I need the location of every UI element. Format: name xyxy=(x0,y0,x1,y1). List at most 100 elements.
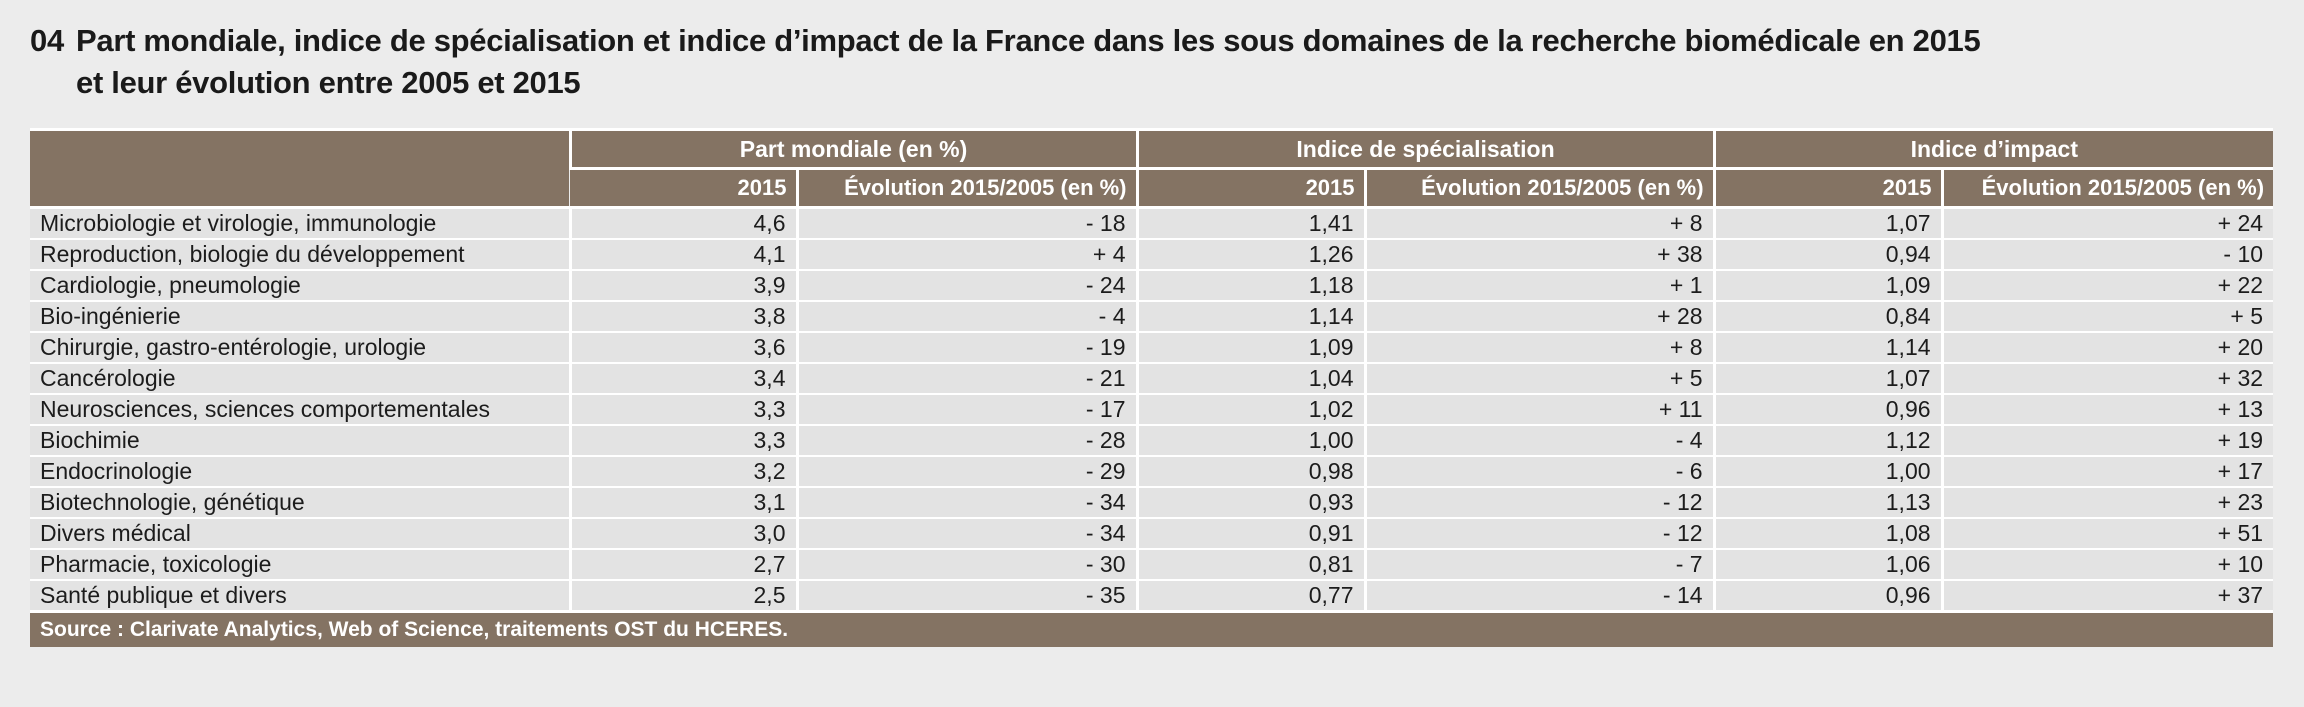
cell-is-evo: + 28 xyxy=(1363,300,1715,332)
header-ii-2015: 2015 xyxy=(1712,167,1943,208)
cell-ii-evo: + 51 xyxy=(1940,517,2274,549)
cell-pm-evo: - 28 xyxy=(795,424,1138,456)
header-pm-evolution: Évolution 2015/2005 (en %) xyxy=(795,167,1138,208)
cell-pm-evo: - 29 xyxy=(795,455,1138,487)
row-label: Chirurgie, gastro-entérologie, urologie xyxy=(30,331,570,363)
cell-pm-evo: - 34 xyxy=(795,486,1138,518)
cell-is-evo: - 12 xyxy=(1363,486,1715,518)
cell-pm-2015: 2,7 xyxy=(568,548,797,580)
cell-pm-evo: - 19 xyxy=(795,331,1138,363)
cell-pm-2015: 3,9 xyxy=(568,269,797,301)
cell-is-2015: 0,77 xyxy=(1135,579,1366,612)
cell-pm-evo: - 18 xyxy=(795,206,1138,239)
cell-ii-evo: + 5 xyxy=(1940,300,2274,332)
cell-ii-2015: 1,12 xyxy=(1712,424,1943,456)
cell-is-evo: + 1 xyxy=(1363,269,1715,301)
cell-is-2015: 1,00 xyxy=(1135,424,1366,456)
header-sub-row: 2015 Évolution 2015/2005 (en %) 2015 Évo… xyxy=(30,167,2274,208)
table-footer: Source : Clarivate Analytics, Web of Sci… xyxy=(30,610,2274,647)
row-label: Biochimie xyxy=(30,424,570,456)
row-label: Reproduction, biologie du développement xyxy=(30,238,570,270)
cell-ii-2015: 1,09 xyxy=(1712,269,1943,301)
row-label: Cancérologie xyxy=(30,362,570,394)
cell-pm-evo: - 17 xyxy=(795,393,1138,425)
cell-pm-2015: 2,5 xyxy=(568,579,797,612)
cell-pm-2015: 3,6 xyxy=(568,331,797,363)
cell-pm-evo: + 4 xyxy=(795,238,1138,270)
row-label: Neurosciences, sciences comportementales xyxy=(30,393,570,425)
header-is-evolution: Évolution 2015/2005 (en %) xyxy=(1363,167,1715,208)
table-row: Divers médical 3,0- 34 0,91- 12 1,08 + 51 xyxy=(30,517,2274,549)
cell-ii-evo: + 20 xyxy=(1940,331,2274,363)
row-label: Cardiologie, pneumologie xyxy=(30,269,570,301)
cell-ii-2015: 0,94 xyxy=(1712,238,1943,270)
table-header: Part mondiale (en %) Indice de spécialis… xyxy=(30,128,2274,208)
cell-pm-evo: - 34 xyxy=(795,517,1138,549)
cell-ii-evo: + 24 xyxy=(1940,206,2274,239)
header-group-indice-impact: Indice d’impact xyxy=(1712,128,2274,169)
table-row: Chirurgie, gastro-entérologie, urologie 3… xyxy=(30,331,2274,363)
figure-title-line1: Part mondiale, indice de spécialisation … xyxy=(76,23,1981,58)
cell-ii-evo: + 13 xyxy=(1940,393,2274,425)
cell-ii-evo: - 10 xyxy=(1940,238,2274,270)
cell-ii-evo: + 23 xyxy=(1940,486,2274,518)
header-pm-2015: 2015 xyxy=(570,167,797,208)
row-label: Divers médical xyxy=(30,517,570,549)
table-row: Pharmacie, toxicologie 2,7- 30 0,81- 7 1,06… xyxy=(30,548,2274,580)
cell-is-2015: 1,04 xyxy=(1135,362,1366,394)
cell-pm-2015: 3,2 xyxy=(568,455,797,487)
cell-ii-evo: + 17 xyxy=(1940,455,2274,487)
cell-pm-2015: 3,8 xyxy=(568,300,797,332)
row-label: Bio-ingénierie xyxy=(30,300,570,332)
cell-is-evo: + 5 xyxy=(1363,362,1715,394)
figure-title-block: 04 Part mondiale, indice de spécialisati… xyxy=(30,20,2273,104)
cell-is-evo: + 11 xyxy=(1363,393,1715,425)
cell-ii-2015: 0,96 xyxy=(1712,579,1943,612)
cell-ii-evo: + 19 xyxy=(1940,424,2274,456)
cell-is-2015: 0,98 xyxy=(1135,455,1366,487)
cell-ii-2015: 1,14 xyxy=(1712,331,1943,363)
cell-ii-2015: 1,08 xyxy=(1712,517,1943,549)
cell-ii-2015: 1,06 xyxy=(1712,548,1943,580)
cell-pm-2015: 4,1 xyxy=(568,238,797,270)
cell-is-2015: 0,81 xyxy=(1135,548,1366,580)
cell-pm-2015: 3,3 xyxy=(568,393,797,425)
cell-ii-evo: + 32 xyxy=(1940,362,2274,394)
cell-pm-2015: 4,6 xyxy=(568,206,797,239)
cell-is-evo: - 7 xyxy=(1363,548,1715,580)
cell-is-2015: 1,26 xyxy=(1135,238,1366,270)
cell-is-2015: 1,09 xyxy=(1135,331,1366,363)
cell-is-evo: + 8 xyxy=(1363,206,1715,239)
cell-ii-evo: + 10 xyxy=(1940,548,2274,580)
cell-is-evo: + 8 xyxy=(1363,331,1715,363)
cell-pm-2015: 3,4 xyxy=(568,362,797,394)
cell-ii-2015: 1,13 xyxy=(1712,486,1943,518)
cell-pm-evo: - 4 xyxy=(795,300,1138,332)
row-label: Santé publique et divers xyxy=(30,579,570,612)
header-group-row: Part mondiale (en %) Indice de spécialis… xyxy=(30,128,2274,208)
cell-is-2015: 1,41 xyxy=(1135,206,1366,239)
row-label: Microbiologie et virologie, immunologie xyxy=(30,206,570,239)
header-ii-evolution: Évolution 2015/2005 (en %) xyxy=(1940,167,2274,208)
table-row: Cardiologie, pneumologie 3,9- 24 1,18 + 1 1,… xyxy=(30,269,2274,301)
cell-is-2015: 0,91 xyxy=(1135,517,1366,549)
table-row: Endocrinologie 3,2- 29 0,98- 6 1,00 + 17 xyxy=(30,455,2274,487)
table-row: Bio-ingénierie 3,8- 4 1,14 + 28 0,84 + 5 xyxy=(30,300,2274,332)
cell-pm-evo: - 21 xyxy=(795,362,1138,394)
table-row: Biochimie 3,3- 28 1,00- 4 1,12 + 19 xyxy=(30,424,2274,456)
biomedical-indicators-table: Part mondiale (en %) Indice de spécialis… xyxy=(30,128,2274,647)
cell-is-2015: 0,93 xyxy=(1135,486,1366,518)
source-row: Source : Clarivate Analytics, Web of Sci… xyxy=(30,610,2274,647)
cell-pm-evo: - 35 xyxy=(795,579,1138,612)
figure-number: 04 xyxy=(30,23,64,58)
cell-pm-2015: 3,3 xyxy=(568,424,797,456)
cell-is-evo: - 6 xyxy=(1363,455,1715,487)
cell-ii-2015: 1,07 xyxy=(1712,362,1943,394)
row-label: Biotechnologie, génétique xyxy=(30,486,570,518)
table-row: Neurosciences, sciences comportementales… xyxy=(30,393,2274,425)
cell-is-2015: 1,02 xyxy=(1135,393,1366,425)
cell-is-evo: - 14 xyxy=(1363,579,1715,612)
cell-pm-evo: - 30 xyxy=(795,548,1138,580)
table-row: Reproduction, biologie du développement 4… xyxy=(30,238,2274,270)
